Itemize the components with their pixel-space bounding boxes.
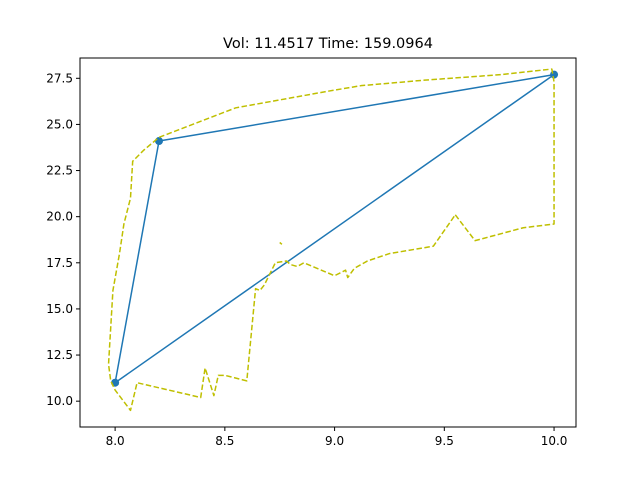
x-tick-label: 8.0	[106, 434, 125, 448]
series-0-point	[550, 70, 559, 79]
series-0-point	[155, 137, 164, 146]
x-tick-label: 9.0	[325, 434, 344, 448]
y-tick-label: 22.5	[46, 164, 73, 178]
plot-frame	[79, 57, 577, 428]
x-tick-label: 9.5	[435, 434, 454, 448]
plot-area	[107, 68, 559, 412]
y-tick-label: 17.5	[46, 256, 73, 270]
y-tick-label: 25.0	[46, 117, 73, 131]
y-axis: 10.0 12.5 15.0 17.5 20.0 22.5 25.0 27.5	[46, 71, 80, 408]
y-tick-label: 27.5	[46, 71, 73, 85]
y-tick-label: 15.0	[46, 302, 73, 316]
series-1-line	[107, 68, 555, 412]
y-tick-label: 12.5	[46, 348, 73, 362]
y-tick-label: 10.0	[46, 394, 73, 408]
x-tick-label: 10.0	[541, 434, 568, 448]
y-tick-label: 20.0	[46, 210, 73, 224]
series-2-line	[279, 241, 283, 245]
x-tick-label: 8.5	[215, 434, 234, 448]
x-axis: 8.0 8.5 9.0 9.5 10.0	[106, 427, 568, 448]
series-0-line	[114, 73, 555, 384]
chart-title: Vol: 11.4517 Time: 159.0964	[223, 36, 433, 52]
